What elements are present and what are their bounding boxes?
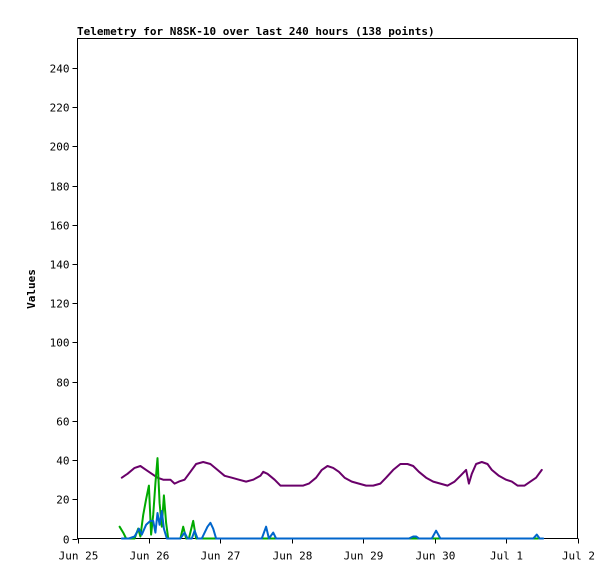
y-tick-label: 100: [50, 337, 70, 350]
y-tick-label: 120: [50, 298, 70, 311]
y-tick-label: 80: [56, 377, 69, 390]
y-tick-label: 140: [50, 259, 70, 272]
y-tick-label: 220: [50, 102, 70, 115]
x-tick-label: Jun 29: [344, 550, 384, 563]
y-tick-label: 60: [56, 416, 69, 429]
y-tick-label: 200: [50, 141, 70, 154]
y-tick-label: 240: [50, 63, 70, 76]
y-tick-label: 0: [63, 534, 70, 547]
x-tick-label: Jun 28: [273, 550, 313, 563]
y-tick-label: 20: [56, 494, 69, 507]
x-tick-label: Jun 27: [201, 550, 241, 563]
x-axis: Jun 25 Jun 26 Jun 27 Jun 28 Jun 29 Jun 30 Jul …: [59, 538, 595, 563]
chart-title: Telemetry for N8SK-10 over last 240 hour…: [77, 25, 435, 38]
series-line-3: [120, 510, 545, 540]
x-tick-label: Jul 1: [490, 550, 523, 563]
x-tick-label: Jun 30: [416, 550, 456, 563]
y-tick-label: 160: [50, 220, 70, 233]
x-tick-label: Jul 2: [562, 550, 595, 563]
y-axis: 0 20 40 60 80 100 120 140 160 180 200 220 240: [50, 63, 78, 547]
y-tick-label: 40: [56, 455, 69, 468]
series-line-1: [120, 461, 543, 487]
y-tick-label: 180: [50, 181, 70, 194]
series-layer: [118, 457, 545, 540]
y-axis-label: Values: [25, 269, 38, 309]
x-tick-label: Jun 25: [59, 550, 99, 563]
x-tick-label: Jun 26: [130, 550, 170, 563]
